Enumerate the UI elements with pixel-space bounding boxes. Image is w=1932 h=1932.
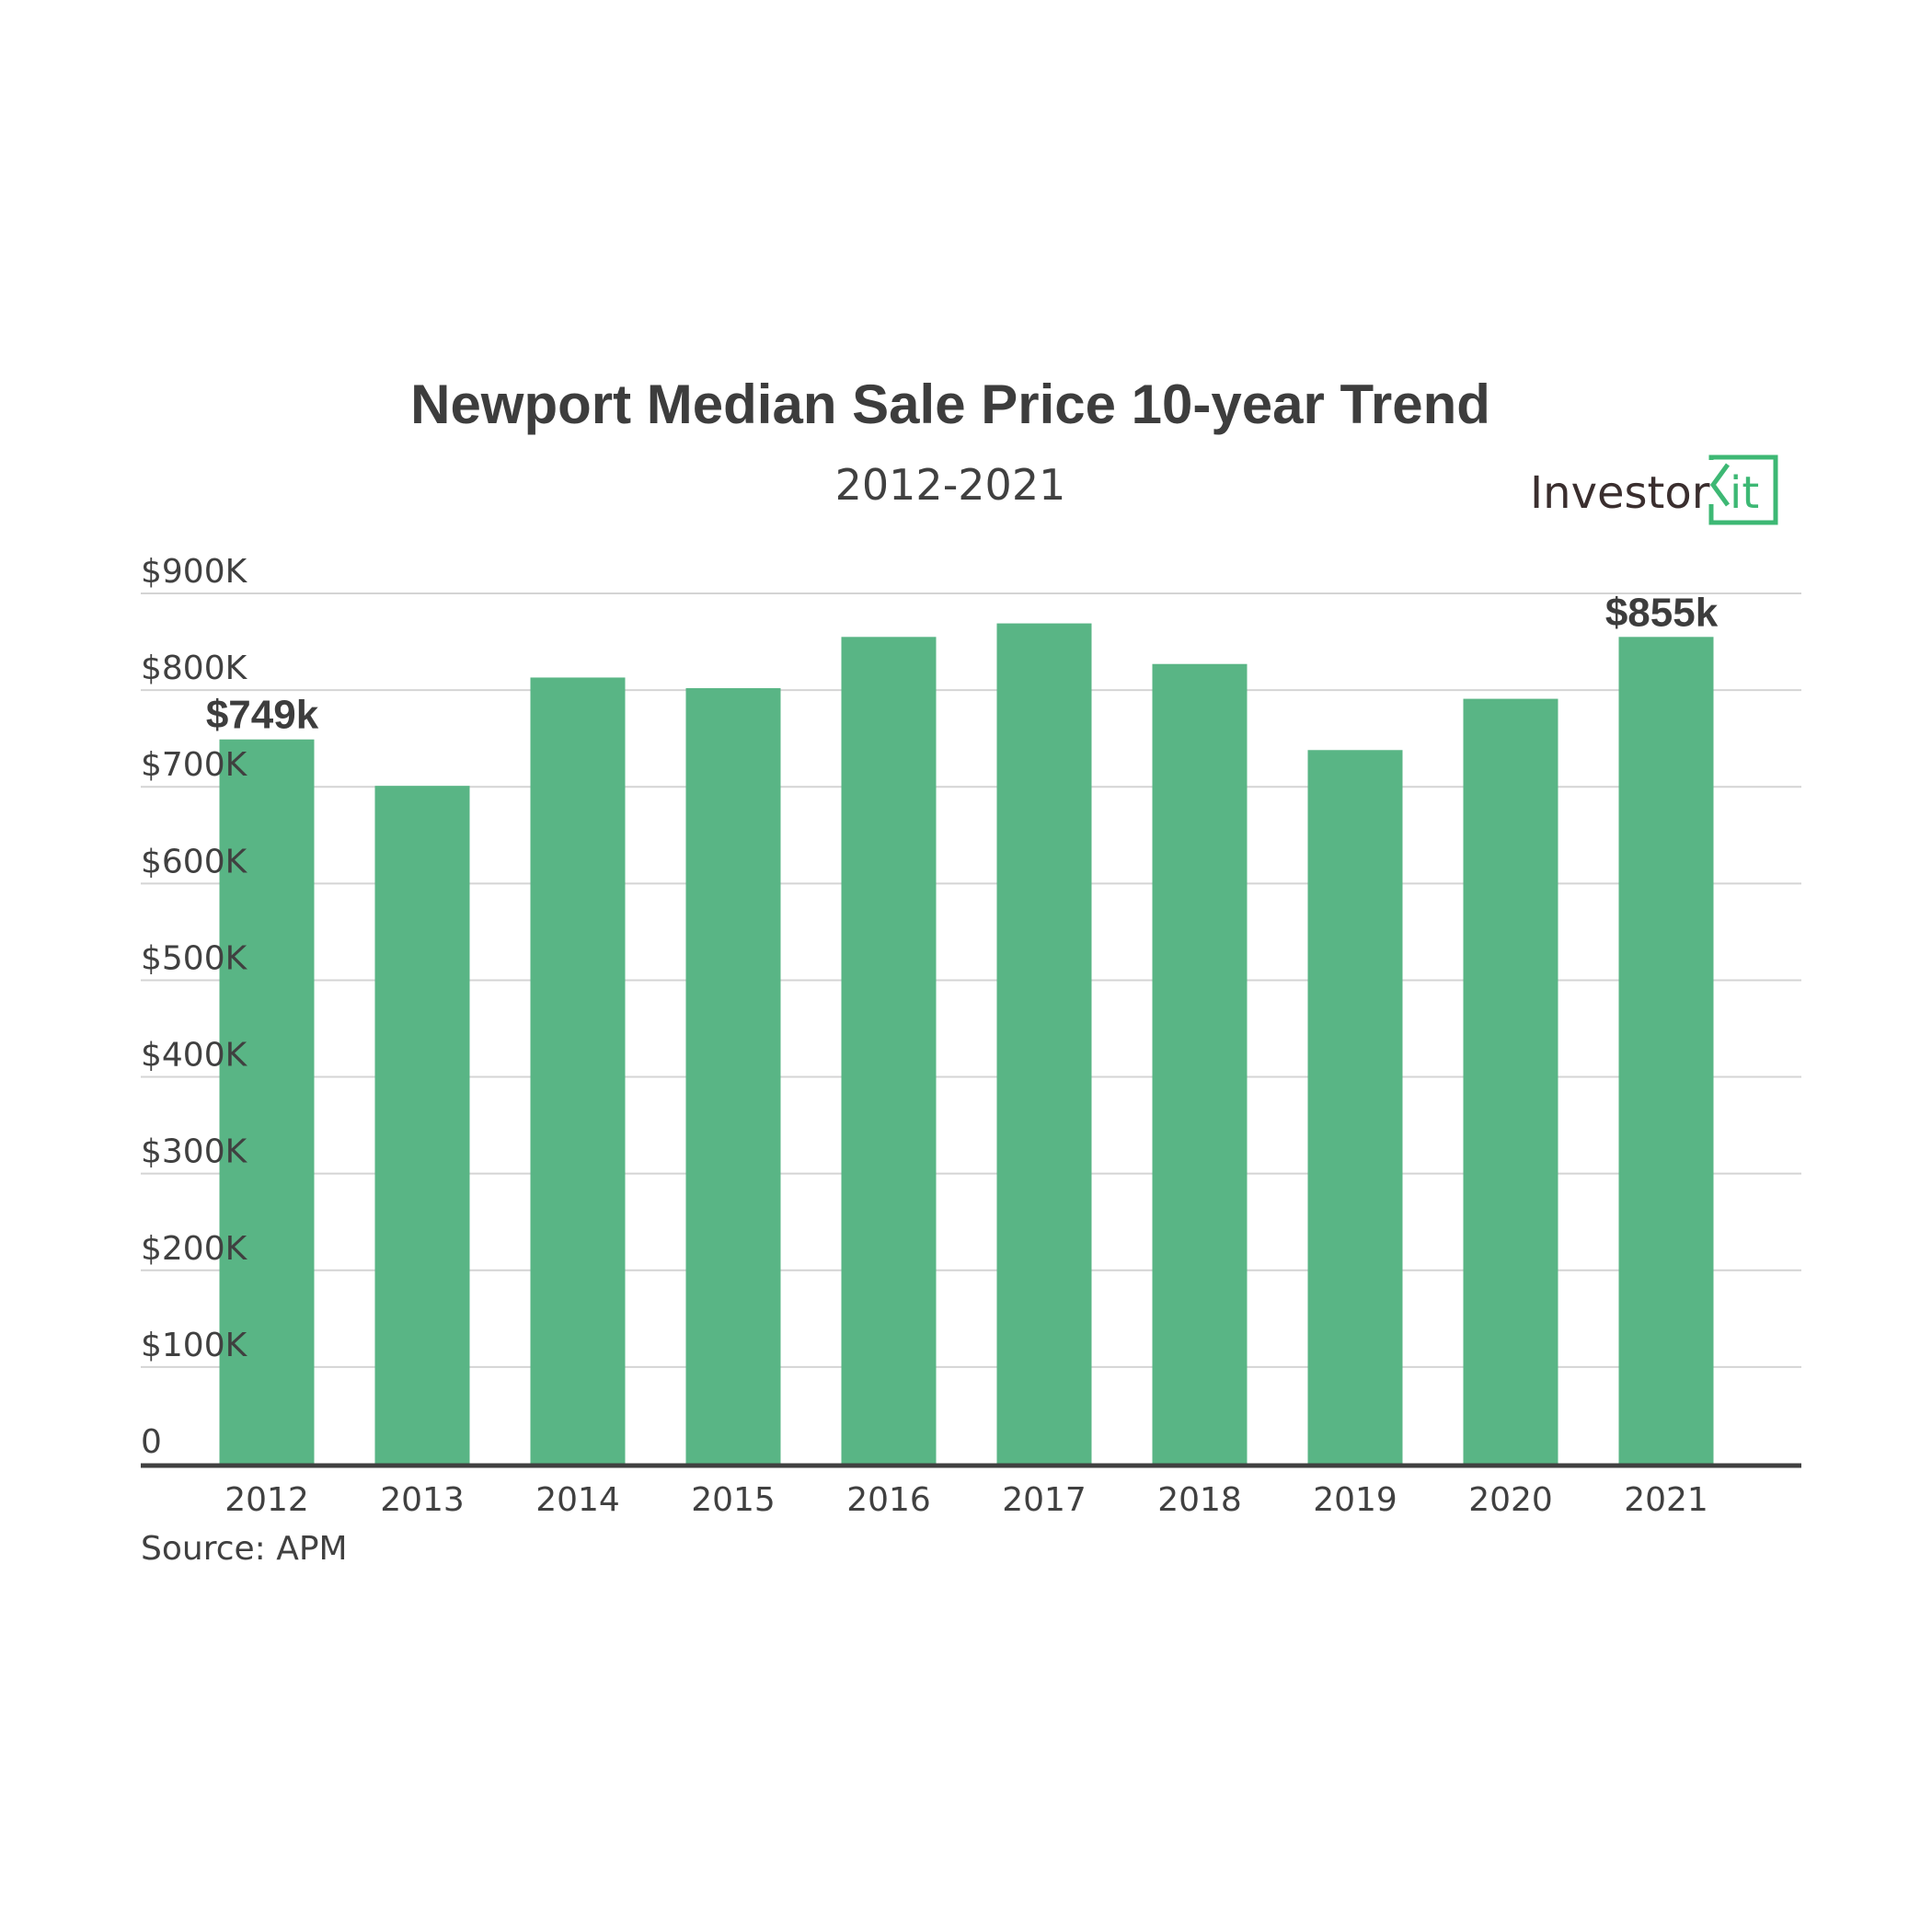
y-tick-label: $500K — [141, 939, 248, 977]
logo-kit-mark: it — [1708, 454, 1778, 525]
investorkit-logo: Investor it — [1530, 454, 1778, 525]
bar-2021 — [1618, 637, 1714, 1464]
x-axis-ticks: 2012 2013 2014 2015 2016 2017 2018 2019 2020 2021 — [224, 1481, 1708, 1519]
x-tick-label: 2012 — [224, 1481, 309, 1519]
bar-2013 — [374, 786, 470, 1464]
data-labels: $749k $855k — [206, 590, 1719, 737]
x-tick-label: 2018 — [1157, 1481, 1242, 1519]
x-tick-label: 2020 — [1468, 1481, 1553, 1519]
logo-k-stroke — [1709, 463, 1731, 507]
y-tick-label: $900K — [141, 553, 248, 591]
x-tick-label: 2017 — [1002, 1481, 1087, 1519]
bar-2016 — [841, 637, 937, 1464]
x-tick-label: 2021 — [1624, 1481, 1708, 1519]
bar-2020 — [1463, 698, 1558, 1464]
bar-2017 — [996, 623, 1092, 1464]
bar-2014 — [530, 677, 626, 1464]
y-tick-label: 0 — [141, 1423, 162, 1461]
x-tick-label: 2014 — [535, 1481, 620, 1519]
logo-bracket — [1708, 454, 1778, 525]
logo-wordmark-it: it — [1730, 467, 1759, 519]
bar-2018 — [1152, 663, 1248, 1464]
y-tick-label: $200K — [141, 1230, 248, 1268]
y-tick-label: $400K — [141, 1037, 248, 1075]
data-label-2021: $855k — [1605, 590, 1719, 635]
y-tick-label: $700K — [141, 746, 248, 784]
y-tick-label: $300K — [141, 1133, 248, 1171]
logo-wordmark-investor: Investor — [1530, 467, 1710, 519]
x-tick-label: 2015 — [691, 1481, 776, 1519]
source-note: Source: APM — [141, 1530, 348, 1568]
y-axis-ticks: 0 $100K $200K $300K $400K $500K $600K $700K $800… — [141, 553, 248, 1461]
y-tick-label: $800K — [141, 650, 248, 687]
x-tick-label: 2019 — [1313, 1481, 1397, 1519]
data-label-2012: $749k — [206, 693, 319, 738]
y-tick-label: $600K — [141, 843, 248, 880]
x-tick-label: 2016 — [846, 1481, 931, 1519]
bar-2012 — [219, 739, 315, 1464]
bar-series — [219, 623, 1714, 1464]
bar-2015 — [685, 688, 781, 1464]
x-tick-label: 2013 — [380, 1481, 465, 1519]
y-tick-label: $100K — [141, 1327, 248, 1364]
chart-title: Newport Median Sale Price 10-year Trend — [410, 374, 1490, 435]
bar-2019 — [1307, 750, 1403, 1464]
chart-subtitle: 2012-2021 — [835, 460, 1066, 510]
